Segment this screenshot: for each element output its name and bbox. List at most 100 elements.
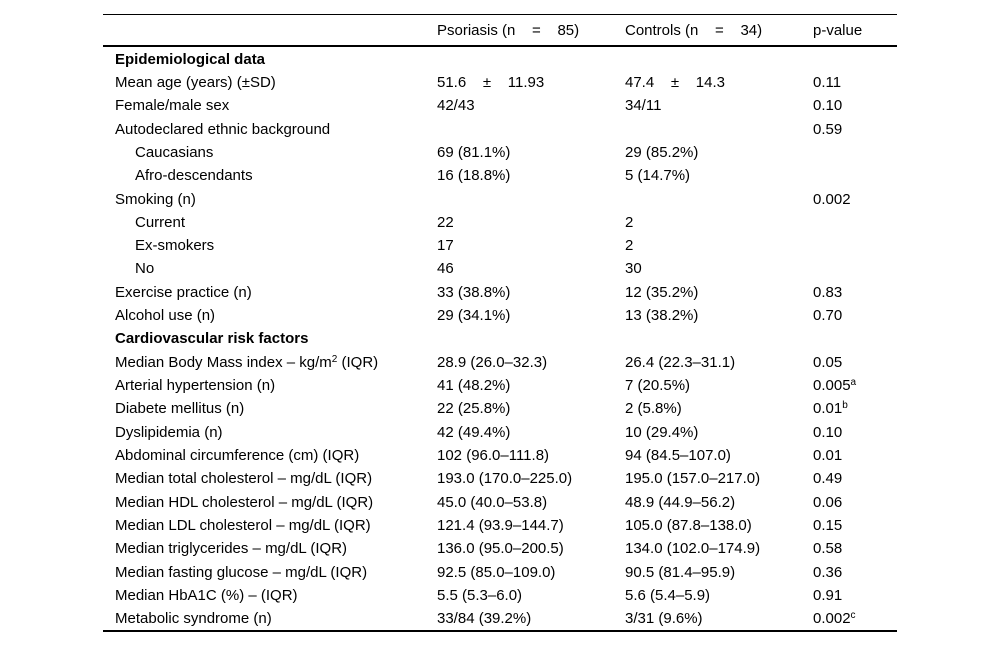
table-row: Median HbA1C (%) – (IQR) 5.5 (5.3–6.0) 5… <box>103 584 897 607</box>
controls-value: 26.4 (22.3–31.1) <box>625 353 736 371</box>
table-row: No 46 30 <box>103 257 897 280</box>
row-label: Median fasting glucose – mg/dL (IQR) <box>115 563 368 581</box>
p-value: 0.05 <box>813 353 843 371</box>
table-row: Current 22 2 <box>103 211 897 234</box>
table-row: Abdominal circumference (cm) (IQR) 102 (… <box>103 444 897 467</box>
row-label-tail: (IQR) <box>337 353 379 371</box>
p-value: 0.83 <box>813 283 843 301</box>
table-header-rule <box>103 45 897 48</box>
row-label: Exercise practice (n) <box>115 283 252 301</box>
table-row: Median total cholesterol – mg/dL (IQR) 1… <box>103 467 897 490</box>
row-label-cell: Abdominal circumference (cm) (IQR) <box>103 447 437 464</box>
row-label-cell: Metabolic syndrome (n) <box>103 610 437 627</box>
p-value-cell: 0.10 <box>813 97 897 114</box>
controls-value: 2 <box>625 237 634 255</box>
row-label: Autodeclared ethnic background <box>115 120 331 138</box>
table-row: Cardiovascular risk factors <box>103 327 897 350</box>
p-value-superscript: b <box>842 400 848 412</box>
controls-value: 3/31 (9.6%) <box>625 610 703 628</box>
row-label-cell: Median triglycerides – mg/dL (IQR) <box>103 540 437 557</box>
p-value: 0.36 <box>813 563 843 581</box>
p-value-cell: 0.002 <box>813 191 897 208</box>
controls-value: 2 (5.8%) <box>625 400 682 418</box>
psoriasis-value: 29 (34.1%) <box>437 307 511 325</box>
psoriasis-value: 51.6 ± 11.93 <box>437 73 545 91</box>
psoriasis-value: 22 <box>437 213 454 231</box>
table-row: Exercise practice (n) 33 (38.8%) 12 (35.… <box>103 281 897 304</box>
row-label-cell: Caucasians <box>103 144 437 161</box>
p-value: 0.005 <box>813 377 851 395</box>
table-row: Median HDL cholesterol – mg/dL (IQR) 45.… <box>103 490 897 513</box>
controls-value: 7 (20.5%) <box>625 377 691 395</box>
p-value: 0.59 <box>813 120 843 138</box>
row-label: Cardiovascular risk factors <box>115 330 309 348</box>
controls-value: 34/11 <box>625 97 662 115</box>
table-row: Mean age (years) (±SD) 51.6 ± 11.93 47.4… <box>103 71 897 94</box>
header-psoriasis-column: Psoriasis (n = 85) <box>437 21 580 39</box>
psoriasis-value: 41 (48.2%) <box>437 377 511 395</box>
table-body: Epidemiological data Mean age (years) (±… <box>103 47 897 630</box>
controls-value: 13 (38.2%) <box>625 307 699 325</box>
p-value: 0.15 <box>813 516 843 534</box>
table-row: Dyslipidemia (n) 42 (49.4%) 10 (29.4%) 0… <box>103 420 897 443</box>
controls-value: 90.5 (81.4–95.9) <box>625 563 736 581</box>
row-label: Ex-smokers <box>135 237 215 255</box>
p-value: 0.49 <box>813 470 843 488</box>
p-value: 0.01 <box>813 446 843 464</box>
table-row: Epidemiological data <box>103 47 897 70</box>
psoriasis-value: 45.0 (40.0–53.8) <box>437 493 548 511</box>
controls-value: 5.6 (5.4–5.9) <box>625 586 711 604</box>
p-value-cell: 0.91 <box>813 587 897 604</box>
row-label-cell: Alcohol use (n) <box>103 307 437 324</box>
psoriasis-value: 33 (38.8%) <box>437 283 511 301</box>
row-label: Dyslipidemia (n) <box>115 423 223 441</box>
p-value: 0.002 <box>813 190 851 208</box>
row-label: Median triglycerides – mg/dL (IQR) <box>115 540 348 558</box>
table-row: Diabete mellitus (n) 22 (25.8%) 2 (5.8%)… <box>103 397 897 420</box>
row-label: Median LDL cholesterol – mg/dL (IQR) <box>115 516 371 534</box>
row-label-cell: Epidemiological data <box>103 51 437 68</box>
table-row: Alcohol use (n) 29 (34.1%) 13 (38.2%) 0.… <box>103 304 897 327</box>
controls-value: 195.0 (157.0–217.0) <box>625 470 761 488</box>
table-row: Caucasians 69 (81.1%) 29 (85.2%) <box>103 141 897 164</box>
p-value: 0.10 <box>813 423 843 441</box>
row-label: Afro-descendants <box>135 167 253 185</box>
row-label-cell: Median HDL cholesterol – mg/dL (IQR) <box>103 494 437 511</box>
row-label: Caucasians <box>135 143 214 161</box>
row-label-cell: No <box>103 260 437 277</box>
p-value-superscript: c <box>850 610 856 622</box>
psoriasis-value: 69 (81.1%) <box>437 143 511 161</box>
p-value-cell: 0.005a <box>813 377 897 394</box>
row-label-cell: Ex-smokers <box>103 237 437 254</box>
psoriasis-value: 22 (25.8%) <box>437 400 511 418</box>
p-value-cell: 0.06 <box>813 494 897 511</box>
row-label-cell: Median fasting glucose – mg/dL (IQR) <box>103 564 437 581</box>
controls-value: 94 (84.5–107.0) <box>625 446 731 464</box>
p-value: 0.06 <box>813 493 843 511</box>
p-value-cell: 0.11 <box>813 74 897 91</box>
psoriasis-value: 28.9 (26.0–32.3) <box>437 353 548 371</box>
table-top-rule <box>103 14 897 16</box>
row-label-cell: Exercise practice (n) <box>103 284 437 301</box>
psoriasis-value: 42/43 <box>437 97 475 115</box>
row-label: Mean age (years) (±SD) <box>115 73 276 91</box>
row-label-cell: Current <box>103 214 437 231</box>
row-label-cell: Diabete mellitus (n) <box>103 400 437 417</box>
psoriasis-value: 136.0 (95.0–200.5) <box>437 540 564 558</box>
row-label: Median HDL cholesterol – mg/dL (IQR) <box>115 493 374 511</box>
p-value-cell: 0.58 <box>813 540 897 557</box>
row-label-cell: Median LDL cholesterol – mg/dL (IQR) <box>103 517 437 534</box>
p-value-cell: 0.10 <box>813 424 897 441</box>
table-row: Median Body Mass index – kg/m2 (IQR) 28.… <box>103 351 897 374</box>
psoriasis-value: 46 <box>437 260 454 278</box>
row-label-cell: Mean age (years) (±SD) <box>103 74 437 91</box>
p-value-cell: 0.49 <box>813 470 897 487</box>
psoriasis-value: 17 <box>437 237 454 255</box>
table-bottom-rule <box>103 630 897 633</box>
p-value: 0.91 <box>813 586 843 604</box>
psoriasis-value: 16 (18.8%) <box>437 167 511 185</box>
p-value-cell: 0.01b <box>813 400 897 417</box>
p-value: 0.58 <box>813 540 843 558</box>
controls-value: 5 (14.7%) <box>625 167 691 185</box>
